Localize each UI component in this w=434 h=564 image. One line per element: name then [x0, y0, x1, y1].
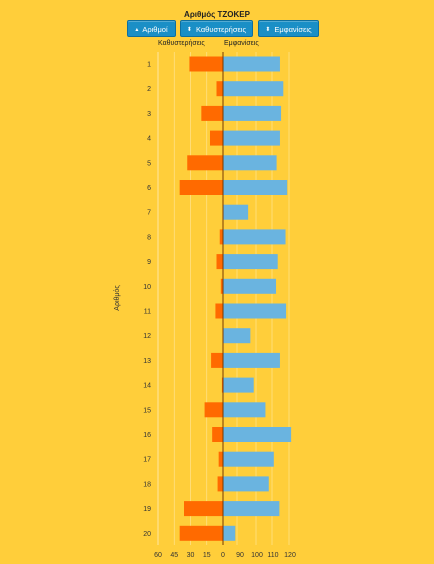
bar-appearances-3 [223, 105, 282, 121]
bar-appearances-15 [223, 402, 266, 418]
bar-delays-3 [201, 105, 223, 121]
bar-appearances-12 [223, 328, 251, 344]
category-label: 17 [143, 457, 151, 464]
category-label: 9 [147, 259, 151, 266]
left-axis-tick-label: 15 [203, 552, 211, 559]
category-label: 15 [143, 407, 151, 414]
bar-appearances-8 [223, 229, 286, 245]
bar-appearances-4 [223, 130, 280, 146]
category-label: 7 [147, 210, 151, 217]
bar-delays-20 [179, 525, 223, 541]
bar-appearances-5 [223, 155, 277, 171]
right-axis-tick-label: 100 [251, 552, 263, 559]
bar-delays-17 [218, 451, 223, 467]
left-axis-tick-label: 45 [170, 552, 178, 559]
bar-appearances-7 [223, 204, 249, 220]
bar-delays-5 [187, 155, 223, 171]
sort-arrows-icon: ⬍︎ [265, 27, 271, 33]
left-axis-tick-label: 30 [187, 552, 195, 559]
category-label: 2 [147, 86, 151, 93]
category-label: 5 [147, 160, 151, 167]
sort-by-delays-label: Καθυστερήσεις [195, 25, 247, 34]
bar-delays-19 [184, 501, 223, 517]
category-label: 4 [147, 136, 151, 143]
bar-delays-11 [215, 303, 223, 319]
category-label: 19 [143, 506, 151, 513]
bar-delays-8 [219, 229, 223, 245]
bar-appearances-2 [223, 81, 284, 97]
bar-delays-16 [212, 427, 223, 442]
sort-by-appearances-button[interactable]: ⬍︎ Εμφανίσεις [258, 20, 319, 37]
bar-delays-14 [221, 377, 223, 393]
bar-appearances-10 [223, 278, 277, 294]
bar-delays-10 [220, 278, 223, 294]
sort-arrows-icon: ▴︎ [135, 27, 139, 33]
y-axis-title: Αριθμός [113, 285, 121, 311]
bar-delays-6 [179, 180, 223, 195]
category-label: 6 [147, 185, 151, 192]
sort-arrows-icon: ⬍︎ [186, 27, 192, 33]
category-label: 20 [143, 531, 151, 538]
chart-title: Αριθμός ΤΖΟΚΕΡ [184, 10, 250, 19]
sort-by-appearances-label: Εμφανίσεις [274, 25, 312, 34]
category-label: 18 [143, 481, 151, 488]
delays-series-header: Καθυστερήσεις [158, 40, 205, 47]
bar-delays-1 [189, 56, 223, 72]
category-label: 1 [147, 62, 151, 69]
right-axis-tick-label: 110 [267, 552, 278, 559]
bar-delays-13 [211, 352, 223, 368]
bar-appearances-11 [223, 303, 287, 319]
right-axis-tick-label: 90 [236, 552, 244, 559]
category-label: 16 [143, 432, 151, 439]
bar-appearances-18 [223, 476, 269, 492]
right-axis-tick-label: 120 [284, 552, 296, 559]
bar-delays-9 [216, 254, 223, 270]
category-label: 11 [144, 309, 151, 316]
category-label: 8 [147, 234, 151, 241]
category-label: 3 [147, 111, 151, 118]
bar-appearances-13 [223, 352, 280, 368]
category-label: 12 [143, 333, 151, 340]
sort-by-number-label: Αριθμοί [142, 25, 168, 34]
left-axis-tick-label: 60 [154, 552, 162, 559]
bar-appearances-17 [223, 451, 274, 467]
bar-appearances-19 [223, 501, 280, 517]
bar-delays-18 [217, 476, 223, 492]
category-label: 14 [143, 383, 151, 390]
category-label: 10 [143, 284, 151, 291]
category-label: 13 [143, 358, 151, 365]
bar-appearances-14 [223, 377, 254, 393]
bar-delays-2 [216, 81, 223, 97]
bar-appearances-20 [223, 525, 236, 541]
left-axis-tick-label: 0 [221, 552, 225, 559]
appearances-series-header: Εμφανίσεις [224, 40, 259, 47]
bar-appearances-9 [223, 254, 278, 270]
sort-by-delays-button[interactable]: ⬍︎ Καθυστερήσεις [180, 20, 253, 37]
bar-appearances-16 [223, 427, 292, 442]
sort-by-number-button[interactable]: ▴︎ Αριθμοί [127, 20, 176, 37]
bar-appearances-6 [223, 180, 288, 195]
bar-appearances-1 [223, 56, 280, 72]
bar-delays-15 [204, 402, 223, 418]
bar-delays-4 [210, 130, 223, 146]
